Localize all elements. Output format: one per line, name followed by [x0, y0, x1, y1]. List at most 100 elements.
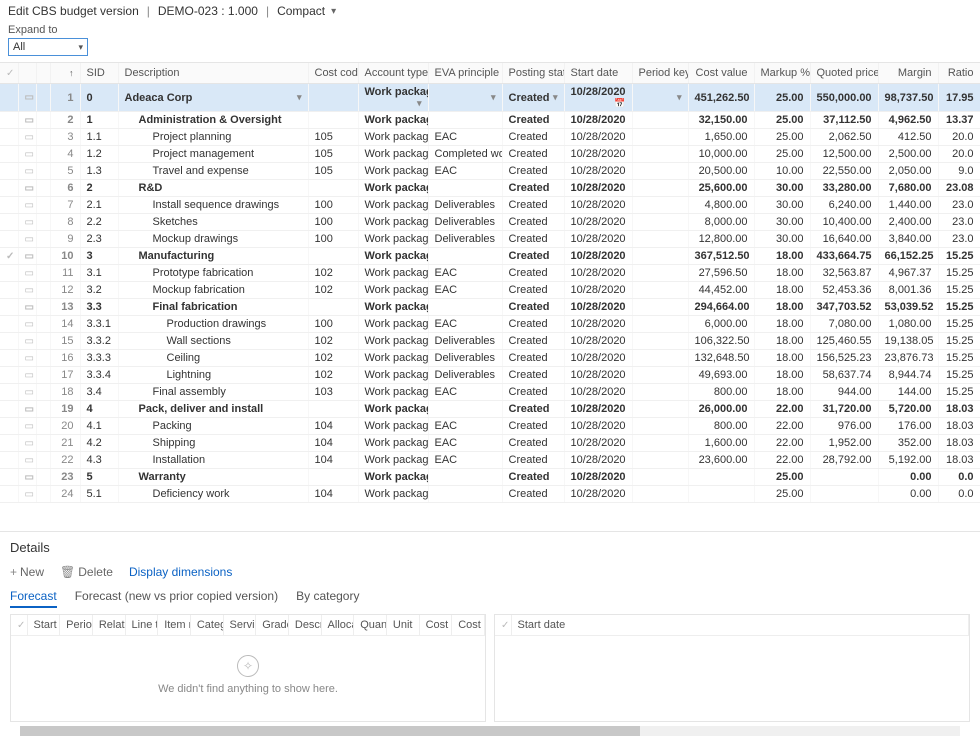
row-checkbox[interactable]: ✓	[0, 248, 18, 265]
cell-posting[interactable]: Created	[502, 163, 564, 180]
cell-markup[interactable]: 25.00	[754, 146, 810, 163]
table-row[interactable]: ▭194Pack, deliver and installWork packag…	[0, 401, 980, 418]
cell-sid[interactable]: 1.3	[80, 163, 118, 180]
cell-posting[interactable]: Created	[502, 384, 564, 401]
cell-period[interactable]	[632, 316, 688, 333]
row-expand[interactable]: ▭	[18, 486, 36, 503]
cell-posting[interactable]: Created	[502, 265, 564, 282]
cell-start-date[interactable]: 10/28/2020	[564, 112, 632, 129]
subcol-grade[interactable]: Grade	[256, 615, 289, 636]
cell-period[interactable]	[632, 248, 688, 265]
row-chevron[interactable]	[36, 163, 50, 180]
cell-description[interactable]: Project planning	[118, 129, 308, 146]
cell-account-type[interactable]: Work package	[358, 129, 428, 146]
cell-description[interactable]: Ceiling	[118, 350, 308, 367]
cell-eva[interactable]: EAC	[428, 163, 502, 180]
cell-ratio[interactable]: 15.25	[938, 282, 980, 299]
cell-description[interactable]: Administration & Oversight	[118, 112, 308, 129]
cell-cost-value[interactable]: 10,000.00	[688, 146, 754, 163]
cell-ratio[interactable]: 13.37	[938, 112, 980, 129]
cell-description[interactable]: Install sequence drawings	[118, 197, 308, 214]
cell-account-type[interactable]: Work package	[358, 486, 428, 503]
cell-posting[interactable]: Created	[502, 180, 564, 197]
table-row[interactable]: ▭113.1Prototype fabrication102Work packa…	[0, 265, 980, 282]
row-chevron[interactable]	[36, 248, 50, 265]
cell-eva[interactable]: Deliverables	[428, 367, 502, 384]
row-checkbox[interactable]	[0, 197, 18, 214]
row-checkbox[interactable]	[0, 163, 18, 180]
cell-cost-code[interactable]: 105	[308, 129, 358, 146]
cell-quoted[interactable]: 6,240.00	[810, 197, 878, 214]
col-cost[interactable]: Cost code	[308, 63, 358, 84]
row-checkbox[interactable]	[0, 282, 18, 299]
row-number[interactable]: 9	[50, 231, 80, 248]
row-chevron[interactable]	[36, 112, 50, 129]
cell-sid[interactable]: 5.1	[80, 486, 118, 503]
cell-description[interactable]: Shipping	[118, 435, 308, 452]
cell-eva[interactable]	[428, 299, 502, 316]
cell-start-date[interactable]: 10/28/2020	[564, 129, 632, 146]
cell-ratio[interactable]: 15.25	[938, 265, 980, 282]
row-chevron[interactable]	[36, 401, 50, 418]
cell-period[interactable]	[632, 112, 688, 129]
col-margin[interactable]: Margin	[878, 63, 938, 84]
row-chevron[interactable]	[36, 265, 50, 282]
row-expand[interactable]: ▭	[18, 146, 36, 163]
row-number[interactable]: 15	[50, 333, 80, 350]
table-row[interactable]: ▭183.4Final assembly103Work packageEACCr…	[0, 384, 980, 401]
row-number[interactable]: 20	[50, 418, 80, 435]
row-expand[interactable]: ▭	[18, 299, 36, 316]
cell-period[interactable]	[632, 146, 688, 163]
row-number[interactable]: 18	[50, 384, 80, 401]
cell-margin[interactable]: 0.00	[878, 469, 938, 486]
row-checkbox[interactable]	[0, 350, 18, 367]
table-row[interactable]: ▭41.2Project management105Work packageCo…	[0, 146, 980, 163]
row-expand[interactable]: ▭	[18, 282, 36, 299]
cell-quoted[interactable]: 433,664.75	[810, 248, 878, 265]
row-chevron[interactable]	[36, 146, 50, 163]
cell-ratio[interactable]: 0.0	[938, 486, 980, 503]
cell-account-type[interactable]: Work package	[358, 214, 428, 231]
cell-period[interactable]	[632, 350, 688, 367]
cell-sid[interactable]: 1.1	[80, 129, 118, 146]
cell-cost-code[interactable]: 102	[308, 350, 358, 367]
cell-sid[interactable]: 3.4	[80, 384, 118, 401]
cell-cost-code[interactable]	[308, 112, 358, 129]
cell-sid[interactable]: 3.3.3	[80, 350, 118, 367]
row-chevron[interactable]	[36, 316, 50, 333]
row-checkbox[interactable]	[0, 469, 18, 486]
row-number[interactable]: 16	[50, 350, 80, 367]
cell-description[interactable]: Deficiency work	[118, 486, 308, 503]
cell-cost-value[interactable]: 44,452.00	[688, 282, 754, 299]
subcol-cost-a[interactable]: Cost a	[452, 615, 485, 636]
cell-posting[interactable]: Created	[502, 333, 564, 350]
cell-margin[interactable]: 3,840.00	[878, 231, 938, 248]
subcol-quantity[interactable]: Quantity	[354, 615, 387, 636]
cell-margin[interactable]: 4,967.37	[878, 265, 938, 282]
subcol-service-line[interactable]: Service line	[223, 615, 256, 636]
cell-account-type[interactable]: Work package	[358, 180, 428, 197]
row-expand[interactable]: ▭	[18, 367, 36, 384]
cell-ratio[interactable]: 23.0	[938, 197, 980, 214]
cell-eva[interactable]	[428, 112, 502, 129]
cell-posting[interactable]: Created	[502, 282, 564, 299]
cell-ratio[interactable]: 15.25	[938, 299, 980, 316]
cell-cost-code[interactable]: 102	[308, 282, 358, 299]
cell-sid[interactable]: 2.2	[80, 214, 118, 231]
cell-quoted[interactable]: 7,080.00	[810, 316, 878, 333]
cell-cost-code[interactable]: 100	[308, 214, 358, 231]
row-number[interactable]: 10	[50, 248, 80, 265]
cell-cost-code[interactable]: 104	[308, 435, 358, 452]
cell-account-type[interactable]: Work package	[358, 146, 428, 163]
cell-cost-value[interactable]: 6,000.00	[688, 316, 754, 333]
cell-sid[interactable]: 3.1	[80, 265, 118, 282]
cell-margin[interactable]: 352.00	[878, 435, 938, 452]
cell-period[interactable]	[632, 418, 688, 435]
cell-posting[interactable]: Created	[502, 231, 564, 248]
cell-markup[interactable]: 25.00	[754, 486, 810, 503]
row-chevron[interactable]	[36, 367, 50, 384]
cell-cost-value[interactable]: 1,650.00	[688, 129, 754, 146]
col-eva[interactable]: EVA principle	[428, 63, 502, 84]
cell-sid[interactable]: 3.3	[80, 299, 118, 316]
row-number[interactable]: 19	[50, 401, 80, 418]
